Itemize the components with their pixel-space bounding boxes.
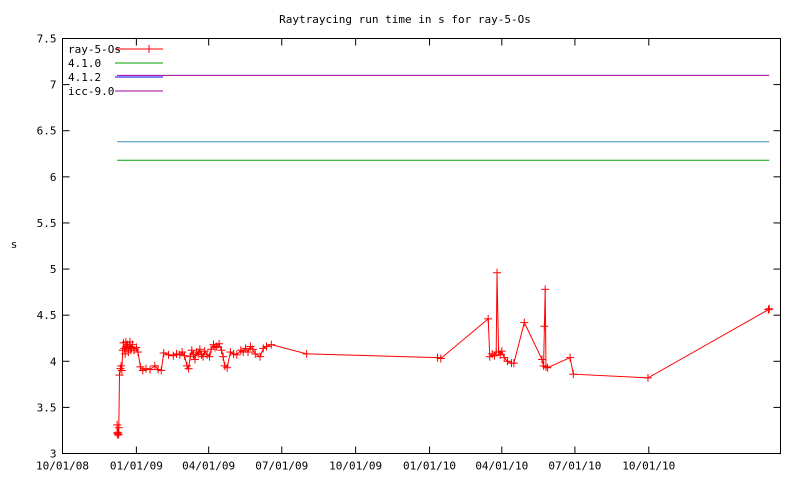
x-tick-label: 10/01/08: [36, 460, 89, 473]
y-tick-label: 5: [50, 263, 57, 276]
legend-label: icc-9.0: [68, 85, 114, 98]
data-point: [492, 268, 501, 277]
data-point: [138, 366, 147, 375]
series-line-ray-5-Os: [116, 272, 770, 436]
data-point: [262, 342, 271, 351]
data-point: [537, 355, 546, 364]
data-point: [205, 352, 214, 361]
data-point: [132, 343, 141, 352]
y-tick-label: 4.5: [37, 309, 57, 322]
plot-frame: [62, 38, 781, 454]
data-point: [251, 349, 260, 358]
legend-label: 4.1.2: [68, 71, 101, 84]
data-point: [115, 371, 124, 380]
data-point: [211, 343, 220, 352]
data-point: [436, 354, 445, 363]
data-point: [187, 346, 196, 355]
data-point: [180, 351, 189, 360]
data-point: [117, 366, 126, 375]
data-point: [484, 314, 493, 323]
data-point: [267, 340, 276, 349]
data-point: [157, 366, 166, 375]
data-point: [114, 430, 123, 439]
y-tick-label: 3.5: [37, 401, 57, 414]
data-point: [226, 348, 235, 357]
data-point: [142, 364, 151, 373]
data-point: [169, 351, 178, 360]
data-point: [195, 345, 204, 354]
x-tick-label: 01/01/10: [403, 460, 456, 473]
data-point: [113, 428, 122, 437]
data-point: [164, 350, 173, 359]
data-point: [121, 349, 130, 358]
data-point: [541, 362, 550, 371]
x-tick-label: 07/01/10: [548, 460, 601, 473]
data-point: [154, 365, 163, 374]
data-point: [217, 346, 226, 355]
data-point: [256, 352, 265, 361]
data-point: [128, 340, 137, 349]
data-point: [223, 363, 232, 372]
data-point: [172, 349, 181, 358]
data-point: [150, 361, 159, 370]
data-point: [244, 348, 253, 357]
data-point: [159, 348, 168, 357]
data-point: [765, 304, 774, 313]
data-point: [569, 370, 578, 379]
data-point: [146, 365, 155, 374]
data-point: [229, 349, 238, 358]
y-axis-label: s: [11, 238, 18, 251]
chart-title: Raytraycing run time in s for ray-5-Os: [279, 13, 531, 26]
y-tick-label: 7.5: [37, 33, 57, 46]
data-point: [259, 344, 268, 353]
x-tick-label: 10/01/09: [329, 460, 382, 473]
data-point: [541, 285, 550, 294]
y-tick-label: 4: [50, 355, 57, 368]
data-point: [566, 353, 575, 362]
data-point: [194, 349, 203, 358]
data-point: [490, 351, 499, 360]
y-tick-label: 7: [50, 79, 57, 92]
data-point: [117, 361, 126, 370]
data-point: [191, 355, 200, 364]
data-point: [497, 347, 506, 356]
y-tick-label: 3: [50, 448, 57, 461]
data-point: [248, 345, 257, 354]
data-point: [503, 357, 512, 366]
data-point: [232, 350, 241, 359]
data-point: [184, 364, 193, 373]
data-point: [764, 305, 773, 314]
data-point: [540, 322, 549, 331]
data-point: [113, 429, 122, 438]
data-point: [500, 353, 509, 362]
data-point: [302, 349, 311, 358]
x-tick-label: 01/01/09: [110, 460, 163, 473]
x-tick-label: 10/01/10: [622, 460, 675, 473]
y-tick-label: 6.5: [37, 125, 57, 138]
data-point: [207, 345, 216, 354]
data-point: [219, 352, 228, 361]
data-point: [133, 348, 142, 357]
data-point: [520, 318, 529, 327]
x-tick-label: 07/01/09: [255, 460, 308, 473]
data-point: [496, 350, 505, 359]
data-point: [186, 352, 195, 361]
data-point: [643, 373, 652, 382]
legend-label: 4.1.0: [68, 57, 101, 70]
legend-label: ray-5-Os: [68, 43, 121, 56]
y-tick-label: 6: [50, 171, 57, 184]
data-point: [215, 339, 224, 348]
data-point: [543, 363, 552, 372]
x-tick-label: 04/01/09: [182, 460, 235, 473]
x-tick-label: 04/01/10: [475, 460, 528, 473]
data-point: [509, 359, 518, 368]
data-point: [433, 353, 442, 362]
y-tick-label: 5.5: [37, 217, 57, 230]
